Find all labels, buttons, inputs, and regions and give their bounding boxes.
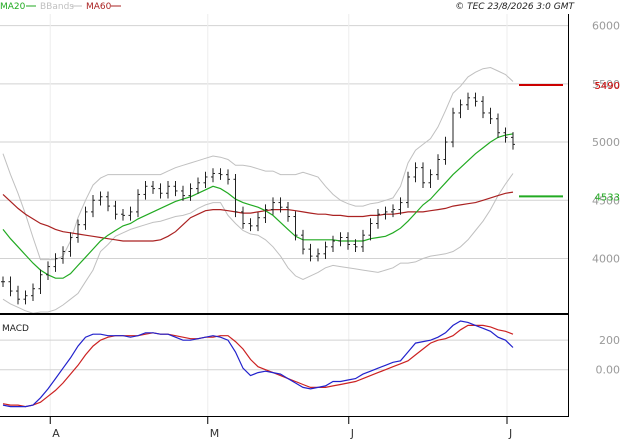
copyright-text: © TEC 23/8/2026 3:0 GMT	[455, 2, 575, 12]
month-label: J	[350, 427, 354, 440]
bbands-lower-line	[2, 173, 514, 314]
macd-grid	[0, 339, 568, 371]
ma-last-value-label: 4533	[595, 192, 620, 203]
price-panel: 6000 5500 5000 4500 4000 5490 4533	[0, 14, 620, 416]
price-tick-label: 5500	[592, 78, 620, 91]
macd-title: MACD	[2, 324, 29, 334]
ma-last-value-label: 5490	[595, 81, 620, 92]
price-y-axis: 6000 5500 5000 4500 4000	[592, 20, 620, 266]
price-grid	[0, 14, 568, 416]
bbands-upper-line	[2, 66, 514, 261]
month-label: M	[210, 427, 220, 440]
time-axis: A M J J A S	[49, 416, 512, 440]
macd-line	[2, 320, 514, 408]
legend-ma20: MA20	[0, 2, 26, 12]
chart-header: MA20 BBands MA60 © TEC 23/8/2026 3:0 GMT	[0, 2, 576, 12]
macd-y-axis: 200 0.00	[596, 334, 621, 377]
macd-tick-label: 0.00	[596, 364, 621, 377]
macd-panel: MACD 200 0.00	[0, 320, 621, 408]
price-tick-label: 5000	[592, 136, 620, 149]
macd-signal-line	[2, 324, 514, 408]
macd-tick-label: 200	[599, 334, 620, 347]
price-tick-label: 4500	[592, 194, 620, 207]
price-tick-label: 6000	[592, 20, 620, 33]
ma-last-value-markers: 5490 4533	[519, 81, 620, 203]
month-label: A	[52, 427, 60, 440]
legend-bbands: BBands	[40, 2, 74, 12]
month-label: J	[508, 427, 512, 440]
price-tick-label: 4000	[592, 252, 620, 265]
ma20-line	[2, 133, 514, 279]
price-bars	[1, 92, 515, 305]
ma60-line	[2, 191, 514, 242]
legend-ma60: MA60	[86, 2, 112, 12]
